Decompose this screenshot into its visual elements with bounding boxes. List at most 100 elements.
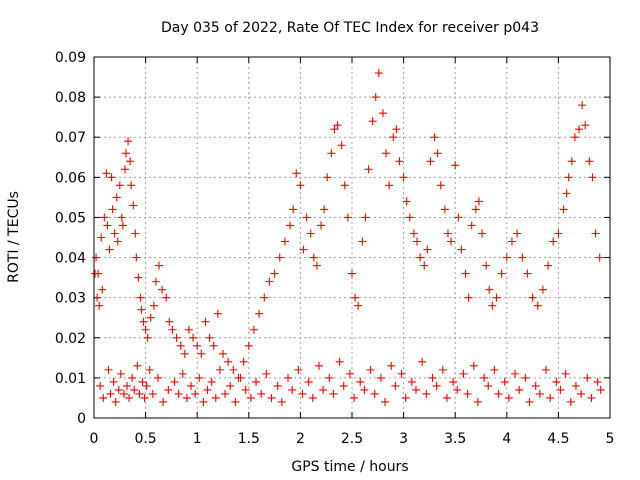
data-point — [585, 157, 594, 166]
data-point — [195, 373, 204, 382]
data-point — [497, 269, 506, 278]
data-point — [184, 325, 193, 334]
data-point — [533, 301, 542, 310]
data-point — [148, 389, 157, 398]
data-point — [478, 229, 487, 238]
data-point — [95, 301, 104, 310]
data-point — [131, 229, 140, 238]
data-point — [335, 357, 344, 366]
y-tick-label: 0.08 — [55, 90, 86, 106]
data-point — [215, 365, 224, 374]
data-point — [241, 385, 250, 394]
data-point — [158, 285, 167, 294]
data-point — [109, 377, 118, 386]
data-point — [189, 333, 198, 342]
x-tick-label: 3 — [399, 431, 408, 447]
data-point — [205, 333, 214, 342]
data-point — [492, 293, 501, 302]
x-tick-label: 0.5 — [134, 431, 156, 447]
data-point — [351, 293, 360, 302]
data-point — [494, 389, 503, 398]
data-point — [370, 389, 379, 398]
data-point — [96, 381, 105, 390]
data-point — [422, 389, 431, 398]
data-point — [360, 385, 369, 394]
data-point — [273, 381, 282, 390]
data-point — [105, 245, 114, 254]
data-point — [92, 253, 101, 262]
data-point — [416, 253, 425, 262]
data-point — [442, 393, 451, 402]
data-point — [294, 365, 303, 374]
data-point — [140, 393, 149, 402]
data-point — [552, 377, 561, 386]
data-point — [125, 393, 134, 402]
data-point — [165, 317, 174, 326]
data-point — [103, 221, 112, 230]
data-point — [118, 221, 127, 230]
data-point — [544, 261, 553, 270]
data-point — [461, 269, 470, 278]
x-tick-label: 1 — [193, 431, 202, 447]
data-point — [209, 341, 218, 350]
data-point — [113, 237, 122, 246]
data-point — [180, 349, 189, 358]
data-point — [511, 369, 520, 378]
x-axis-ticks: 0 0.5 1 1.5 2 2.5 3 3.5 4 4.5 5 — [90, 57, 614, 447]
data-point — [500, 377, 509, 386]
data-point — [138, 377, 147, 386]
data-point — [168, 325, 177, 334]
data-point — [381, 397, 390, 406]
data-point — [528, 293, 537, 302]
data-point — [409, 229, 418, 238]
data-point — [257, 389, 266, 398]
data-point — [187, 381, 196, 390]
data-point — [135, 389, 144, 398]
data-point — [538, 285, 547, 294]
data-point — [114, 385, 123, 394]
data-points — [91, 69, 605, 406]
y-tick-label: 0.07 — [55, 130, 86, 146]
data-point — [570, 133, 579, 142]
data-point — [345, 369, 354, 378]
data-point — [575, 125, 584, 134]
data-point — [397, 369, 406, 378]
data-point — [413, 237, 422, 246]
y-tick-label: 0 — [77, 411, 86, 427]
data-point — [596, 385, 605, 394]
x-tick-label: 4.5 — [547, 431, 569, 447]
data-point — [134, 273, 143, 282]
data-point — [484, 381, 493, 390]
data-point — [110, 229, 119, 238]
data-point — [213, 309, 222, 318]
data-point — [513, 229, 522, 238]
data-point — [549, 237, 558, 246]
y-tick-label: 0.05 — [55, 210, 86, 226]
data-point — [371, 93, 380, 102]
data-point — [255, 309, 264, 318]
data-point — [106, 389, 115, 398]
data-point — [224, 357, 233, 366]
data-point — [153, 373, 162, 382]
data-point — [112, 193, 121, 202]
data-point — [464, 293, 473, 302]
data-point — [374, 69, 383, 78]
data-point — [116, 369, 125, 378]
data-point — [447, 237, 456, 246]
data-point — [389, 133, 398, 142]
data-point — [292, 169, 301, 178]
data-point — [296, 181, 305, 190]
data-point — [521, 373, 530, 382]
data-point — [317, 221, 326, 230]
data-point — [267, 393, 276, 402]
data-point — [426, 157, 435, 166]
data-point — [333, 121, 342, 130]
plot-frame — [93, 56, 611, 419]
data-point — [104, 365, 113, 374]
data-point — [451, 161, 460, 170]
data-point — [343, 213, 352, 222]
data-point — [320, 205, 329, 214]
data-point — [239, 357, 248, 366]
y-tick-label: 0.01 — [55, 371, 86, 387]
data-point — [453, 385, 462, 394]
